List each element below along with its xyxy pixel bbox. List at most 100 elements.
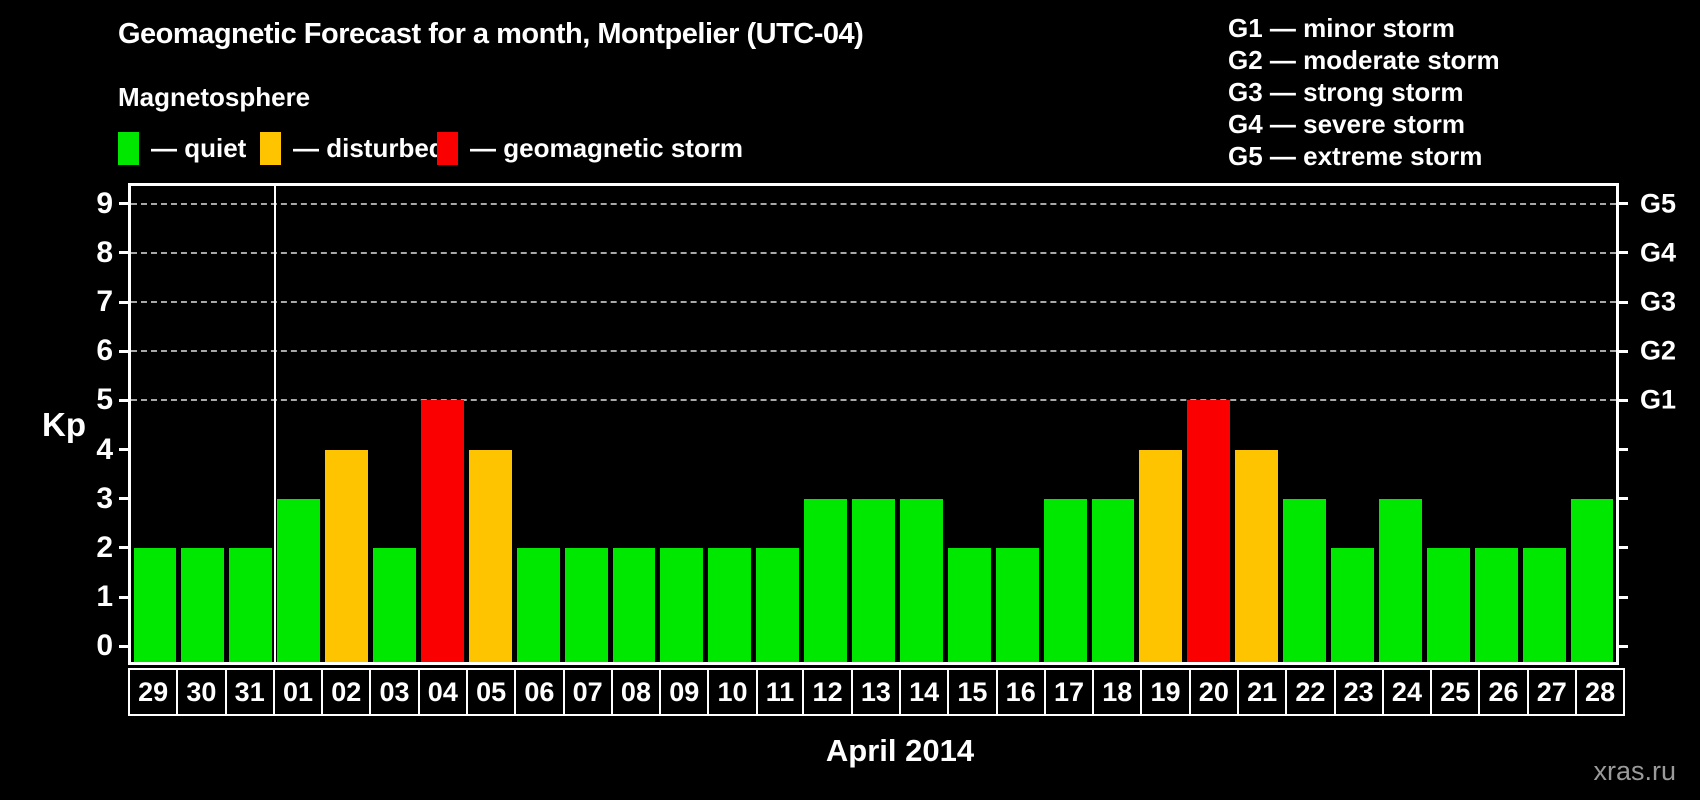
right-axis-tick-9 [1619,202,1628,206]
day-label-09: 09 [659,668,710,716]
right-axis-label-g1: G1 [1640,384,1677,415]
gridline-kp5 [131,399,1616,402]
day-label-23: 23 [1333,668,1384,716]
day-label-30: 30 [176,668,227,716]
day-label-22: 22 [1285,668,1336,716]
day-label-08: 08 [610,668,662,716]
y-tick-label-9: 9 [96,186,113,220]
right-axis-tick-7 [1619,300,1628,304]
kp-bar-day-30 [181,547,225,662]
kp-bar-day-15 [947,547,991,662]
right-axis-tick-8 [1619,251,1628,255]
day-label-11: 11 [755,668,805,716]
day-label-01: 01 [272,668,324,716]
right-axis-tick-2 [1619,546,1628,550]
kp-bar-day-08 [612,547,656,662]
right-axis-tick-5 [1619,398,1628,402]
y-tick-label-0: 0 [96,629,113,663]
g-legend-line-g2: G2 — moderate storm [1228,45,1500,75]
day-label-28: 28 [1574,668,1626,716]
y-tick-label-7: 7 [96,285,113,319]
kp-bar-day-24 [1378,498,1422,662]
g-legend-line-g3: G3 — strong storm [1228,77,1464,107]
kp-bar-day-07 [564,547,608,662]
left-axis-tick-0 [119,644,128,648]
y-tick-label-2: 2 [96,530,113,564]
gridline-kp9 [131,202,1616,205]
disturbed-color-swatch [260,131,281,165]
legend-heading: Magnetosphere [118,82,311,112]
day-label-10: 10 [707,668,758,716]
kp-bar-day-29 [133,547,177,662]
kp-bar-day-16 [995,547,1039,662]
kp-bar-day-14 [899,498,943,662]
day-label-14: 14 [899,668,950,716]
kp-bar-day-22 [1283,498,1327,662]
right-axis-tick-3 [1619,497,1628,501]
y-tick-label-1: 1 [96,580,113,614]
legend-item-quiet: — quiet [118,131,246,165]
chart-title: Geomagnetic Forecast for a month, Montpe… [118,18,864,50]
kp-bar-day-28 [1570,498,1614,662]
y-tick-label-5: 5 [96,383,113,417]
y-axis-label: Kp [42,406,86,443]
kp-bar-day-27 [1522,547,1566,662]
g-scale-legend: G1 — minor storm G2 — moderate storm G3 … [1228,12,1500,172]
day-label-25: 25 [1430,668,1481,716]
legend-item-storm: — geomagnetic storm [437,131,743,165]
legend-label-storm: — geomagnetic storm [470,132,744,163]
day-label-05: 05 [465,668,517,716]
kp-bar-day-19 [1139,449,1183,662]
gridline-kp7 [131,301,1616,304]
kp-bar-day-17 [1043,498,1087,662]
left-axis-tick-8 [119,251,128,255]
y-tick-label-3: 3 [96,481,113,515]
left-axis-tick-5 [119,398,128,402]
kp-bar-day-10 [708,547,752,662]
day-label-12: 12 [802,668,853,716]
right-axis-label-g5: G5 [1640,188,1677,219]
day-label-13: 13 [850,668,901,716]
left-axis-tick-7 [119,300,128,304]
kp-bar-day-01 [277,498,321,662]
right-axis-tick-6 [1619,349,1628,353]
day-label-07: 07 [562,668,613,716]
day-label-21: 21 [1236,668,1288,716]
left-axis-tick-1 [119,595,128,599]
legend-label-quiet: — quiet [151,132,247,163]
left-axis-tick-4 [119,448,128,452]
left-axis-tick-3 [119,497,128,501]
day-label-15: 15 [947,668,998,716]
kp-bar-day-18 [1091,498,1135,662]
month-boundary-line [273,186,276,662]
x-axis-caption: April 2014 [825,733,975,768]
kp-bar-day-02 [325,449,368,662]
kp-bar-day-04 [420,400,464,662]
kp-bar-day-26 [1474,547,1518,662]
gridline-kp6 [131,350,1616,353]
day-label-02: 02 [321,668,372,716]
kp-bar-day-06 [516,547,560,662]
legend-item-disturbed: — disturbed [260,131,445,165]
right-axis-tick-4 [1619,448,1628,452]
kp-bar-day-03 [373,547,416,662]
day-label-03: 03 [369,668,420,716]
kp-bar-day-31 [229,547,273,662]
kp-bar-day-09 [660,547,704,662]
day-label-04: 04 [417,668,468,716]
g-legend-line-g4: G4 — severe storm [1228,109,1466,139]
right-axis-label-g3: G3 [1640,286,1677,317]
kp-bar-day-13 [852,498,895,662]
y-tick-label-4: 4 [96,432,113,466]
right-axis-label-g4: G4 [1640,237,1677,268]
y-tick-label-6: 6 [96,334,113,368]
watermark: xras.ru [1593,756,1676,786]
plot-area: 0 1 2 3 4 5 6 7 8 9 G1 G2 G3 G4 G5 [96,183,1676,665]
kp-bar-day-11 [756,547,800,662]
legend-label-disturbed: — disturbed [293,132,445,163]
left-axis-tick-9 [119,202,128,206]
day-label-06: 06 [514,668,565,716]
day-label-29: 29 [128,668,179,716]
day-label-24: 24 [1381,668,1433,716]
storm-color-swatch [437,131,458,165]
